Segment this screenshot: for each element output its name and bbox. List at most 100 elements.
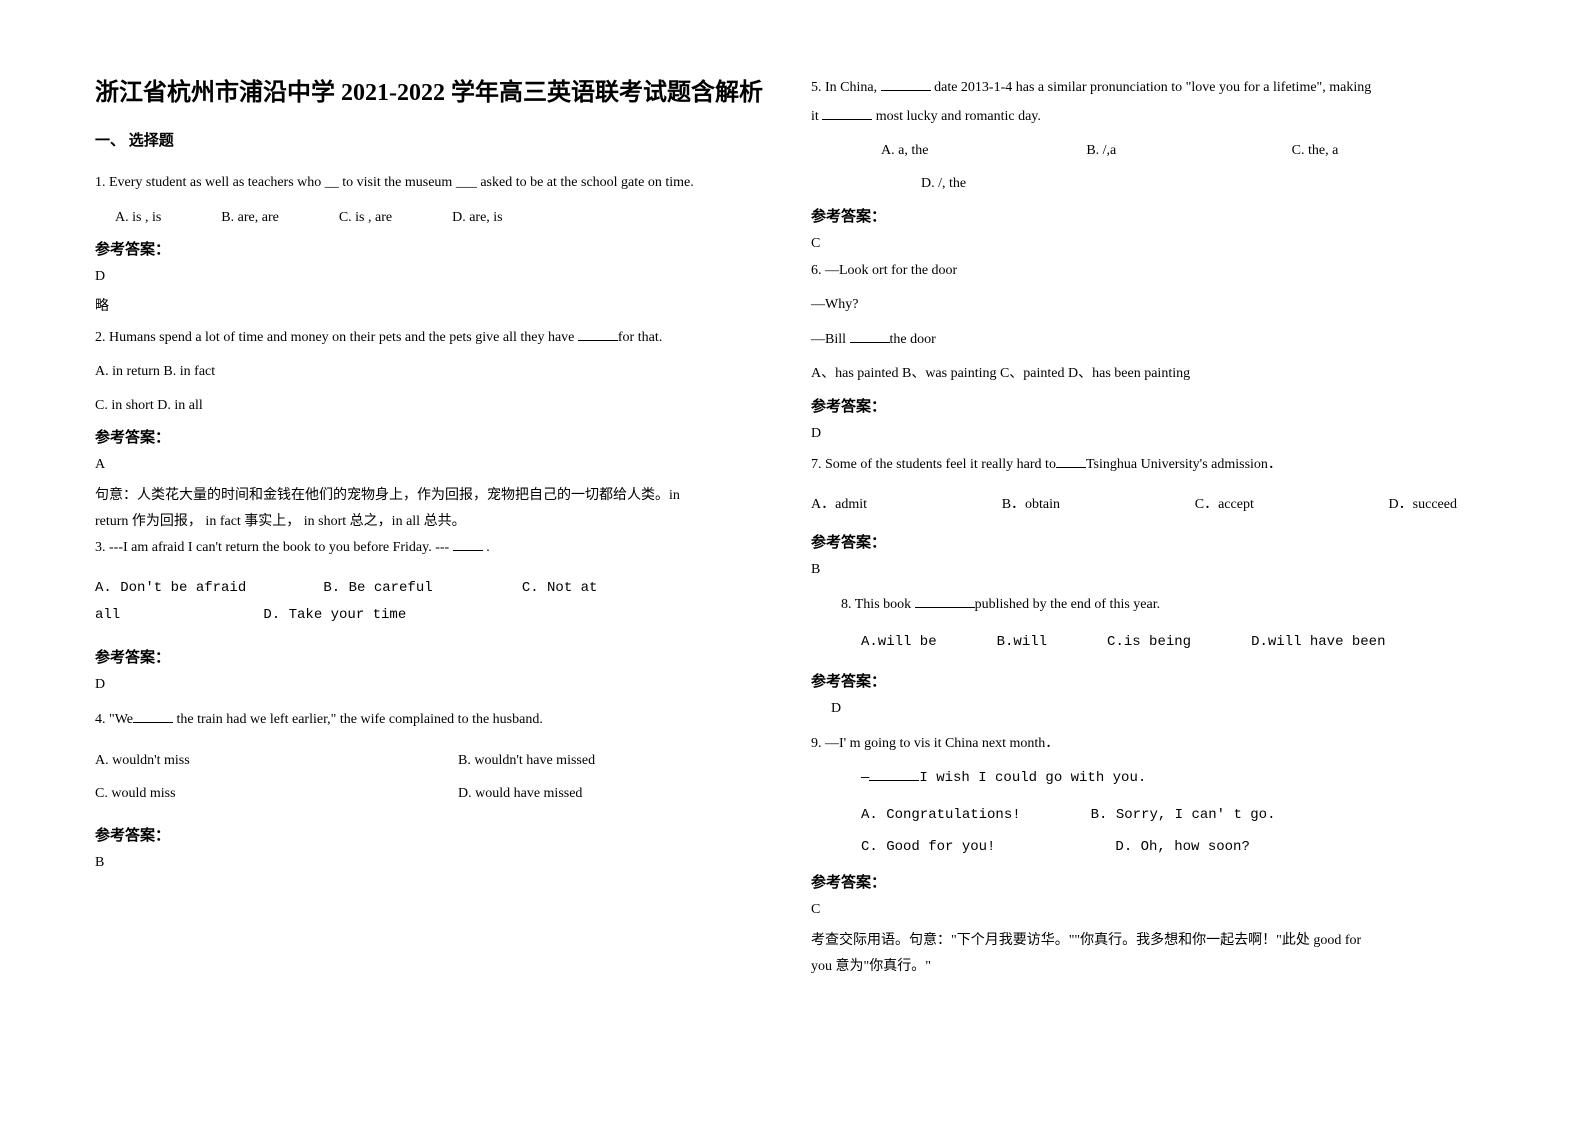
q2-answer: A bbox=[95, 457, 781, 473]
q9-l2: — I wish I could go with you. bbox=[811, 765, 1497, 792]
q3-opt-a: A. Don't be afraid bbox=[95, 575, 315, 602]
q4-stem-pre: 4. "We bbox=[95, 712, 133, 727]
q5-opt-a: A. a, the bbox=[881, 138, 1086, 163]
blank bbox=[822, 106, 872, 120]
q2-options-line2: C. in short D. in all bbox=[95, 393, 781, 418]
q5-l1-pre: 5. In China, bbox=[811, 80, 881, 95]
q4-opt-b: B. wouldn't have missed bbox=[458, 748, 781, 773]
page-container: 浙江省杭州市浦沿中学 2021-2022 学年高三英语联考试题含解析 一、 选择… bbox=[0, 0, 1587, 1020]
q4-options: A. wouldn't miss B. wouldn't have missed… bbox=[95, 748, 781, 806]
q9-l2-pre: — bbox=[861, 770, 869, 786]
q1-stem: 1. Every student as well as teachers who… bbox=[95, 170, 781, 197]
q7-options: A．admit B．obtain C．accept D．succeed bbox=[811, 492, 1497, 517]
q4-answer: B bbox=[95, 855, 781, 871]
q9-options-row1: A. Congratulations! B. Sorry, I can' t g… bbox=[811, 802, 1497, 829]
q8-stem-post: published by the end of this year. bbox=[975, 597, 1160, 612]
q8-opt-d: D.will have been bbox=[1251, 629, 1385, 656]
q8-options: A.will be B.will C.is being D.will have … bbox=[811, 629, 1497, 656]
q7-opt-c: C．accept bbox=[1195, 492, 1254, 517]
q9-explanation-l1: 考查交际用语。句意："下个月我要访华。""你真行。我多想和你一起去啊！"此处 g… bbox=[811, 928, 1497, 954]
q4-opt-a: A. wouldn't miss bbox=[95, 748, 418, 773]
q2-options-line1: A. in return B. in fact bbox=[95, 359, 781, 384]
q4-stem: 4. "We the train had we left earlier," t… bbox=[95, 707, 781, 734]
right-column: 5. In China, date 2013-1-4 has a similar… bbox=[811, 75, 1497, 980]
q5-l2-pre: it bbox=[811, 109, 822, 124]
document-title: 浙江省杭州市浦沿中学 2021-2022 学年高三英语联考试题含解析 bbox=[95, 75, 781, 111]
q7-opt-d: D．succeed bbox=[1389, 492, 1457, 517]
q1-opt-a: A. is , is bbox=[115, 205, 161, 230]
blank bbox=[453, 537, 483, 551]
q3-options-row2: all D. Take your time bbox=[95, 602, 781, 629]
blank bbox=[881, 77, 931, 91]
q4-stem-post: the train had we left earlier," the wife… bbox=[173, 712, 543, 727]
q3-opt-b: B. Be careful bbox=[323, 575, 513, 602]
blank bbox=[1056, 454, 1086, 468]
blank bbox=[915, 595, 975, 609]
blank bbox=[850, 329, 890, 343]
q2-answer-label: 参考答案： bbox=[95, 426, 781, 447]
blank bbox=[869, 768, 919, 782]
q3-stem: 3. ---I am afraid I can't return the boo… bbox=[95, 535, 781, 562]
q3-opt-c: C. Not at bbox=[522, 580, 598, 596]
q2-explanation-l2: return 作为回报， in fact 事实上， in short 总之，in… bbox=[95, 509, 781, 535]
q2-stem-post: for that. bbox=[618, 330, 662, 345]
q3-answer: D bbox=[95, 677, 781, 693]
q6-answer-label: 参考答案： bbox=[811, 395, 1497, 416]
q6-l3-pre: —Bill bbox=[811, 332, 850, 347]
q5-stem-l2: it most lucky and romantic day. bbox=[811, 104, 1497, 131]
q9-explanation-l2: you 意为"你真行。" bbox=[811, 954, 1497, 980]
q6-options: A、has painted B、was painting C、painted D… bbox=[811, 361, 1497, 386]
q5-l1-post: date 2013-1-4 has a similar pronunciatio… bbox=[931, 80, 1372, 95]
q8-opt-a: A.will be bbox=[861, 629, 937, 656]
q1-answer-label: 参考答案： bbox=[95, 238, 781, 259]
q9-l1: 9. —I' m going to vis it China next mont… bbox=[811, 731, 1497, 758]
q7-opt-b: B．obtain bbox=[1002, 492, 1060, 517]
q8-stem-pre: 8. This book bbox=[841, 597, 915, 612]
q9-opt-b: B. Sorry, I can' t go. bbox=[1091, 802, 1276, 829]
q5-answer-label: 参考答案： bbox=[811, 205, 1497, 226]
q7-stem-post: Tsinghua University's admission． bbox=[1086, 457, 1282, 472]
q6-l2: —Why? bbox=[811, 292, 1497, 319]
q3-answer-label: 参考答案： bbox=[95, 646, 781, 667]
q5-options-row2: D. /, the bbox=[811, 171, 1497, 196]
q5-l2-post: most lucky and romantic day. bbox=[872, 109, 1041, 124]
q3-opt-all: all bbox=[95, 602, 255, 629]
q1-options: A. is , is B. are, are C. is , are D. ar… bbox=[95, 205, 781, 230]
q6-l1: 6. —Look ort for the door bbox=[811, 258, 1497, 285]
q9-opt-d: D. Oh, how soon? bbox=[1115, 834, 1249, 861]
q3-opt-d: D. Take your time bbox=[263, 607, 406, 623]
blank bbox=[578, 327, 618, 341]
q7-answer: B bbox=[811, 562, 1497, 578]
q5-opt-c: C. the, a bbox=[1292, 138, 1497, 163]
q2-stem-pre: 2. Humans spend a lot of time and money … bbox=[95, 330, 578, 345]
q9-options-row2: C. Good for you! D. Oh, how soon? bbox=[811, 834, 1497, 861]
q8-answer: D bbox=[811, 701, 1497, 717]
q2-stem: 2. Humans spend a lot of time and money … bbox=[95, 325, 781, 352]
q5-answer: C bbox=[811, 236, 1497, 252]
q3-options-row1: A. Don't be afraid B. Be careful C. Not … bbox=[95, 575, 781, 602]
q4-opt-c: C. would miss bbox=[95, 781, 418, 806]
q8-stem: 8. This book published by the end of thi… bbox=[811, 592, 1497, 619]
blank bbox=[133, 710, 173, 724]
q7-opt-a: A．admit bbox=[811, 492, 867, 517]
q9-l2-post: I wish I could go with you. bbox=[919, 770, 1146, 786]
q1-opt-b: B. are, are bbox=[221, 205, 279, 230]
q1-note: 略 bbox=[95, 295, 781, 315]
q9-answer-label: 参考答案： bbox=[811, 871, 1497, 892]
q8-opt-c: C.is being bbox=[1107, 629, 1191, 656]
q7-stem: 7. Some of the students feel it really h… bbox=[811, 452, 1497, 479]
q5-opt-b: B. /,a bbox=[1086, 138, 1291, 163]
q8-answer-label: 参考答案： bbox=[811, 670, 1497, 691]
q4-answer-label: 参考答案： bbox=[95, 824, 781, 845]
q4-opt-d: D. would have missed bbox=[458, 781, 781, 806]
q5-options-row1: A. a, the B. /,a C. the, a bbox=[811, 138, 1497, 163]
q1-opt-d: D. are, is bbox=[452, 205, 503, 230]
q3-stem-pre: 3. ---I am afraid I can't return the boo… bbox=[95, 540, 453, 555]
q1-opt-c: C. is , are bbox=[339, 205, 392, 230]
q6-answer: D bbox=[811, 426, 1497, 442]
q3-stem-post: . bbox=[483, 540, 490, 555]
section-header: 一、 选择题 bbox=[95, 129, 781, 150]
q7-answer-label: 参考答案： bbox=[811, 531, 1497, 552]
q9-opt-c: C. Good for you! bbox=[861, 834, 995, 861]
q7-stem-pre: 7. Some of the students feel it really h… bbox=[811, 457, 1056, 472]
